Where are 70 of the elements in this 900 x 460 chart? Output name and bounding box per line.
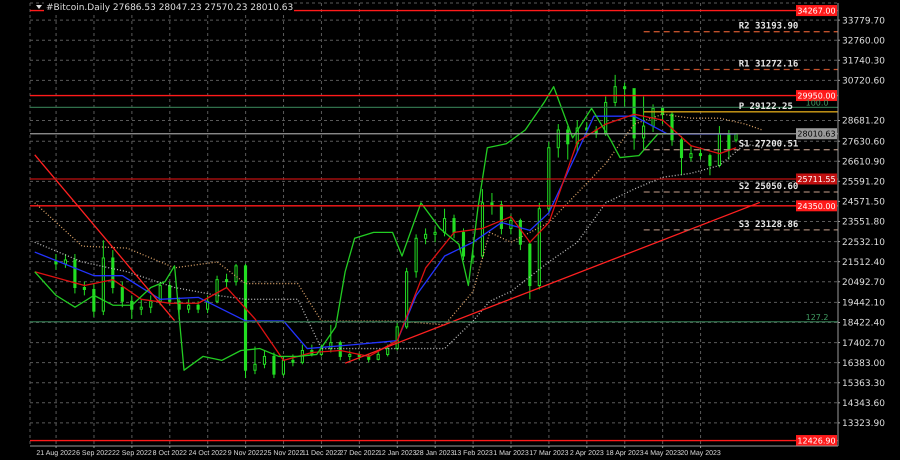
series-label: S1 27200.51 — [738, 140, 798, 150]
ref-line-label: 25711.55 — [797, 174, 836, 184]
candlestick — [556, 124, 560, 158]
candlestick — [442, 208, 446, 237]
series-label: S3 23128.86 — [738, 220, 798, 230]
ref-line-label: 24350.00 — [797, 202, 836, 211]
candlestick — [566, 126, 570, 160]
candlestick — [680, 135, 684, 176]
y-tick-label: 16383.00 — [842, 358, 886, 369]
y-tick-label: 22532.10 — [842, 238, 886, 248]
y-tick-label: 13323.90 — [842, 419, 886, 430]
series-label: P 29122.25 — [738, 102, 793, 112]
series-label: S2 25050.60 — [738, 182, 798, 192]
candlestick — [452, 214, 456, 239]
y-tick-label: 32760.00 — [842, 36, 886, 46]
ref-line-label: 12426.90 — [797, 436, 836, 446]
annotation: 100.0 — [806, 98, 829, 108]
y-tick-label: 26610.90 — [842, 157, 886, 168]
y-tick-label: 14343.60 — [842, 399, 886, 410]
ref-line-label: 34267.00 — [797, 6, 836, 16]
annotation: 127.2 — [806, 312, 829, 322]
candlestick — [130, 294, 134, 320]
y-tick-label: 15363.30 — [842, 378, 886, 389]
y-tick-label: 27630.60 — [842, 137, 886, 148]
y-tick-label: 21512.40 — [842, 258, 886, 268]
y-tick-label: 20492.70 — [842, 278, 886, 288]
candlestick — [92, 283, 96, 318]
chart-title: #Bitcoin.Daily 27686.53 28047.23 27570.23 28010.63 — [46, 3, 294, 13]
candlestick — [689, 145, 693, 162]
y-tick-label: 23551.80 — [842, 218, 886, 228]
candlestick — [386, 344, 390, 357]
candlestick — [224, 273, 228, 288]
candlestick — [149, 294, 152, 314]
y-tick-label: 28681.20 — [842, 116, 886, 127]
candlestick — [376, 350, 380, 361]
series-label: R2 33193.90 — [738, 22, 798, 32]
candlestick — [272, 352, 276, 379]
candlestick — [348, 350, 352, 361]
y-tick-label: 19442.10 — [842, 298, 886, 309]
y-tick-label: 18422.40 — [842, 318, 886, 329]
candlestick — [54, 254, 58, 270]
candlestick — [329, 324, 332, 353]
y-tick-label: 17402.70 — [842, 338, 886, 349]
y-tick-label: 30720.60 — [842, 76, 886, 87]
candlestick — [490, 192, 494, 216]
candlestick — [291, 354, 294, 367]
y-tick-label: 31740.30 — [842, 56, 886, 66]
ref-line-label: 29950.00 — [797, 92, 836, 101]
candlestick — [434, 226, 437, 243]
candlestick — [216, 275, 219, 304]
candlestick — [234, 263, 238, 286]
candlestick — [614, 74, 617, 107]
y-tick-label: 25591.20 — [842, 178, 886, 188]
ref-line-label: 28010.63 — [797, 130, 836, 139]
candlestick — [262, 350, 266, 369]
candlestick — [253, 346, 257, 375]
y-tick-label: 24571.50 — [842, 198, 886, 208]
candlestick — [462, 228, 466, 260]
candlestick — [698, 147, 702, 160]
candlestick — [187, 298, 190, 314]
candlestick — [708, 153, 712, 176]
candlestick — [282, 356, 285, 377]
candlestick — [120, 281, 124, 308]
y-tick-label: 33779.70 — [842, 16, 886, 26]
candlestick — [196, 300, 200, 314]
candlestick — [140, 298, 143, 316]
series-label: R1 31272.16 — [738, 60, 798, 70]
candlestick — [424, 228, 428, 245]
candlestick — [623, 82, 626, 107]
candlestick — [82, 281, 86, 296]
